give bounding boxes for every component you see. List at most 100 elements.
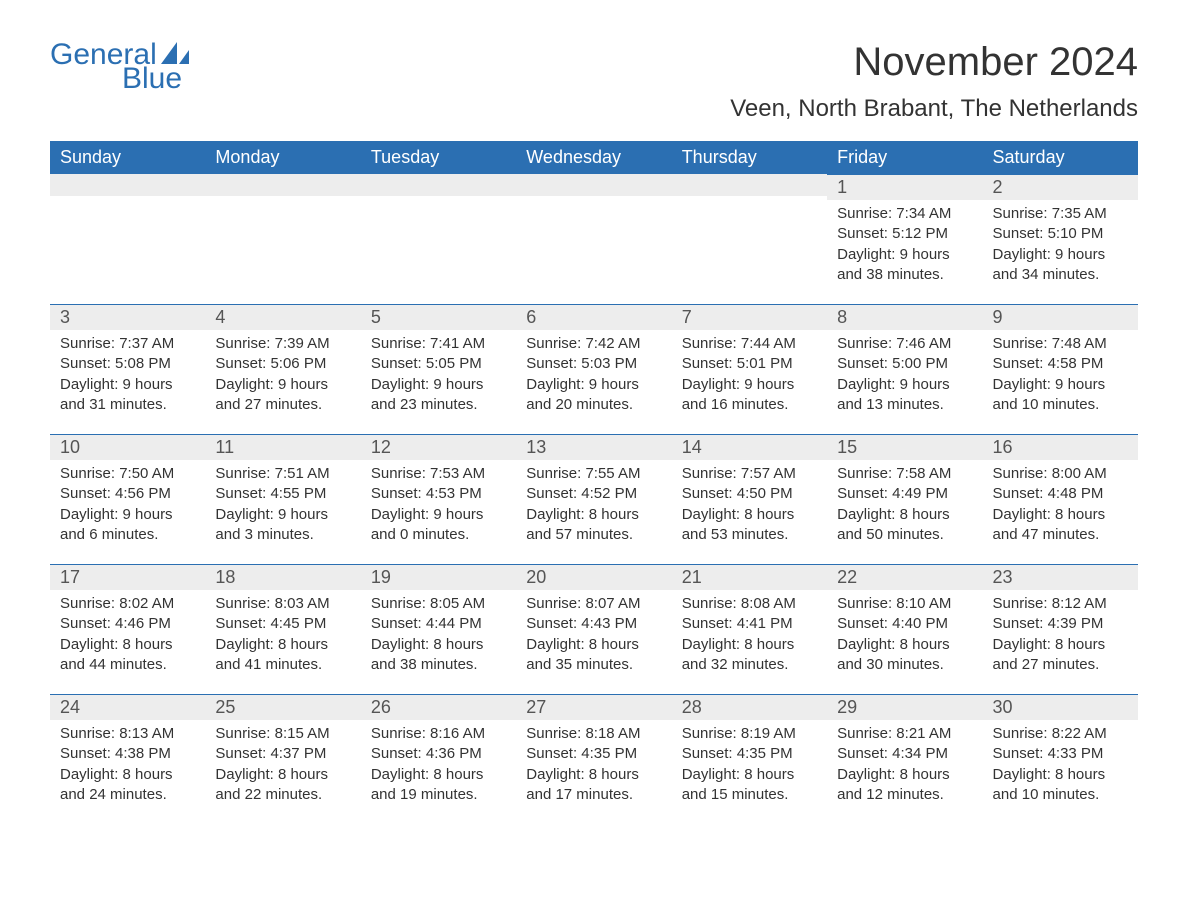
calendar-cell: 21Sunrise: 8:08 AMSunset: 4:41 PMDayligh… (672, 564, 827, 694)
calendar-cell: 8Sunrise: 7:46 AMSunset: 5:00 PMDaylight… (827, 304, 982, 434)
calendar-cell: 7Sunrise: 7:44 AMSunset: 5:01 PMDaylight… (672, 304, 827, 434)
day-number: 23 (983, 565, 1138, 590)
day-number: 5 (361, 305, 516, 330)
calendar-cell: 24Sunrise: 8:13 AMSunset: 4:38 PMDayligh… (50, 694, 205, 824)
day-details: Sunrise: 8:19 AMSunset: 4:35 PMDaylight:… (672, 720, 827, 815)
day-number: 28 (672, 695, 827, 720)
day-number: 4 (205, 305, 360, 330)
day-details: Sunrise: 7:44 AMSunset: 5:01 PMDaylight:… (672, 330, 827, 425)
day-number: 26 (361, 695, 516, 720)
day-details: Sunrise: 8:00 AMSunset: 4:48 PMDaylight:… (983, 460, 1138, 555)
calendar-cell (361, 174, 516, 304)
calendar-cell: 16Sunrise: 8:00 AMSunset: 4:48 PMDayligh… (983, 434, 1138, 564)
calendar-cell: 1Sunrise: 7:34 AMSunset: 5:12 PMDaylight… (827, 174, 982, 304)
day-header: Saturday (983, 141, 1138, 174)
day-details: Sunrise: 8:08 AMSunset: 4:41 PMDaylight:… (672, 590, 827, 685)
day-header: Sunday (50, 141, 205, 174)
day-number: 14 (672, 435, 827, 460)
day-details: Sunrise: 7:48 AMSunset: 4:58 PMDaylight:… (983, 330, 1138, 425)
calendar-cell: 26Sunrise: 8:16 AMSunset: 4:36 PMDayligh… (361, 694, 516, 824)
day-details: Sunrise: 7:34 AMSunset: 5:12 PMDaylight:… (827, 200, 982, 295)
calendar-cell: 18Sunrise: 8:03 AMSunset: 4:45 PMDayligh… (205, 564, 360, 694)
day-number: 10 (50, 435, 205, 460)
calendar-cell: 27Sunrise: 8:18 AMSunset: 4:35 PMDayligh… (516, 694, 671, 824)
day-details: Sunrise: 7:37 AMSunset: 5:08 PMDaylight:… (50, 330, 205, 425)
calendar-cell: 14Sunrise: 7:57 AMSunset: 4:50 PMDayligh… (672, 434, 827, 564)
day-number: 29 (827, 695, 982, 720)
calendar-cell: 6Sunrise: 7:42 AMSunset: 5:03 PMDaylight… (516, 304, 671, 434)
calendar-cell: 20Sunrise: 8:07 AMSunset: 4:43 PMDayligh… (516, 564, 671, 694)
day-details: Sunrise: 7:46 AMSunset: 5:00 PMDaylight:… (827, 330, 982, 425)
day-number: 22 (827, 565, 982, 590)
day-details: Sunrise: 7:58 AMSunset: 4:49 PMDaylight:… (827, 460, 982, 555)
calendar-cell: 5Sunrise: 7:41 AMSunset: 5:05 PMDaylight… (361, 304, 516, 434)
calendar-table: SundayMondayTuesdayWednesdayThursdayFrid… (50, 141, 1138, 824)
day-details: Sunrise: 8:22 AMSunset: 4:33 PMDaylight:… (983, 720, 1138, 815)
day-number: 17 (50, 565, 205, 590)
day-number: 18 (205, 565, 360, 590)
day-details: Sunrise: 7:51 AMSunset: 4:55 PMDaylight:… (205, 460, 360, 555)
day-details: Sunrise: 7:35 AMSunset: 5:10 PMDaylight:… (983, 200, 1138, 295)
logo: General Blue (50, 40, 189, 94)
day-details: Sunrise: 7:50 AMSunset: 4:56 PMDaylight:… (50, 460, 205, 555)
day-details: Sunrise: 8:07 AMSunset: 4:43 PMDaylight:… (516, 590, 671, 685)
day-number: 9 (983, 305, 1138, 330)
calendar-cell: 11Sunrise: 7:51 AMSunset: 4:55 PMDayligh… (205, 434, 360, 564)
day-details: Sunrise: 8:12 AMSunset: 4:39 PMDaylight:… (983, 590, 1138, 685)
calendar-cell: 28Sunrise: 8:19 AMSunset: 4:35 PMDayligh… (672, 694, 827, 824)
day-details: Sunrise: 8:05 AMSunset: 4:44 PMDaylight:… (361, 590, 516, 685)
day-header: Wednesday (516, 141, 671, 174)
day-number: 20 (516, 565, 671, 590)
calendar-cell: 9Sunrise: 7:48 AMSunset: 4:58 PMDaylight… (983, 304, 1138, 434)
logo-word2: Blue (122, 64, 182, 94)
day-number: 30 (983, 695, 1138, 720)
day-details: Sunrise: 8:21 AMSunset: 4:34 PMDaylight:… (827, 720, 982, 815)
calendar-cell: 19Sunrise: 8:05 AMSunset: 4:44 PMDayligh… (361, 564, 516, 694)
location: Veen, North Brabant, The Netherlands (730, 95, 1138, 123)
day-number: 25 (205, 695, 360, 720)
day-number: 13 (516, 435, 671, 460)
day-number: 27 (516, 695, 671, 720)
day-details: Sunrise: 8:02 AMSunset: 4:46 PMDaylight:… (50, 590, 205, 685)
day-details: Sunrise: 8:18 AMSunset: 4:35 PMDaylight:… (516, 720, 671, 815)
day-number: 3 (50, 305, 205, 330)
calendar-cell (516, 174, 671, 304)
calendar-cell: 17Sunrise: 8:02 AMSunset: 4:46 PMDayligh… (50, 564, 205, 694)
calendar-cell: 4Sunrise: 7:39 AMSunset: 5:06 PMDaylight… (205, 304, 360, 434)
day-header: Friday (827, 141, 982, 174)
day-header: Tuesday (361, 141, 516, 174)
day-details: Sunrise: 8:16 AMSunset: 4:36 PMDaylight:… (361, 720, 516, 815)
calendar-cell: 29Sunrise: 8:21 AMSunset: 4:34 PMDayligh… (827, 694, 982, 824)
day-details: Sunrise: 8:13 AMSunset: 4:38 PMDaylight:… (50, 720, 205, 815)
day-number: 21 (672, 565, 827, 590)
day-header: Thursday (672, 141, 827, 174)
day-details: Sunrise: 7:55 AMSunset: 4:52 PMDaylight:… (516, 460, 671, 555)
day-details: Sunrise: 8:15 AMSunset: 4:37 PMDaylight:… (205, 720, 360, 815)
day-details: Sunrise: 7:57 AMSunset: 4:50 PMDaylight:… (672, 460, 827, 555)
day-details: Sunrise: 8:10 AMSunset: 4:40 PMDaylight:… (827, 590, 982, 685)
day-number: 2 (983, 175, 1138, 200)
page-title: November 2024 (730, 40, 1138, 85)
calendar-cell: 22Sunrise: 8:10 AMSunset: 4:40 PMDayligh… (827, 564, 982, 694)
day-number: 1 (827, 175, 982, 200)
day-details: Sunrise: 7:53 AMSunset: 4:53 PMDaylight:… (361, 460, 516, 555)
day-details: Sunrise: 7:39 AMSunset: 5:06 PMDaylight:… (205, 330, 360, 425)
calendar-cell: 10Sunrise: 7:50 AMSunset: 4:56 PMDayligh… (50, 434, 205, 564)
day-number: 11 (205, 435, 360, 460)
day-details: Sunrise: 8:03 AMSunset: 4:45 PMDaylight:… (205, 590, 360, 685)
day-header: Monday (205, 141, 360, 174)
calendar-cell (50, 174, 205, 304)
calendar-cell: 2Sunrise: 7:35 AMSunset: 5:10 PMDaylight… (983, 174, 1138, 304)
day-number: 6 (516, 305, 671, 330)
calendar-cell: 23Sunrise: 8:12 AMSunset: 4:39 PMDayligh… (983, 564, 1138, 694)
day-number: 12 (361, 435, 516, 460)
calendar-cell (205, 174, 360, 304)
calendar-cell: 30Sunrise: 8:22 AMSunset: 4:33 PMDayligh… (983, 694, 1138, 824)
day-number: 15 (827, 435, 982, 460)
calendar-cell: 15Sunrise: 7:58 AMSunset: 4:49 PMDayligh… (827, 434, 982, 564)
day-number: 8 (827, 305, 982, 330)
calendar-cell: 13Sunrise: 7:55 AMSunset: 4:52 PMDayligh… (516, 434, 671, 564)
calendar-cell: 12Sunrise: 7:53 AMSunset: 4:53 PMDayligh… (361, 434, 516, 564)
day-details: Sunrise: 7:42 AMSunset: 5:03 PMDaylight:… (516, 330, 671, 425)
day-details: Sunrise: 7:41 AMSunset: 5:05 PMDaylight:… (361, 330, 516, 425)
